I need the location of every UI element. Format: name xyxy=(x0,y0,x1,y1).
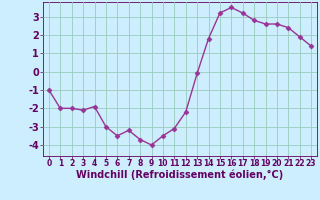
X-axis label: Windchill (Refroidissement éolien,°C): Windchill (Refroidissement éolien,°C) xyxy=(76,169,284,180)
